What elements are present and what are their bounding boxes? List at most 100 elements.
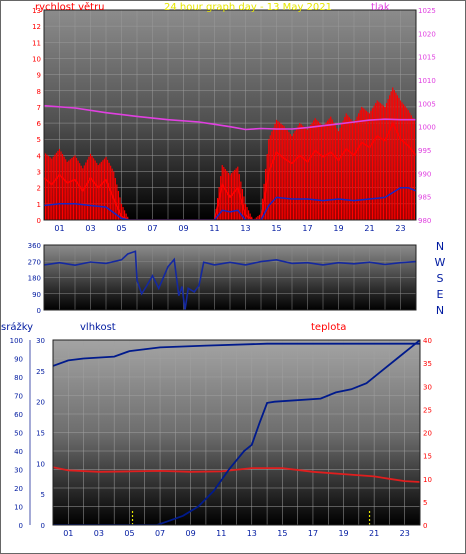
pressure-tick-label: 990 xyxy=(418,170,431,178)
humidity-label: vlhkost xyxy=(80,322,116,333)
pressure-tick-label: 1015 xyxy=(418,54,436,62)
pressure-tick-label: 1000 xyxy=(418,124,436,132)
direction-compass-tick-label: W xyxy=(435,256,446,269)
humidity-percent-tick-label: 100 xyxy=(10,337,23,345)
direction-compass-tick-label: S xyxy=(437,272,444,285)
wind-time-tick-label: 09 xyxy=(178,224,188,233)
direction-data xyxy=(44,250,416,310)
wind-time-tick-label: 01 xyxy=(54,224,64,233)
temperature-line xyxy=(53,466,420,483)
rain-time-tick-label: 17 xyxy=(308,529,318,538)
rain-time-tick-label: 15 xyxy=(277,529,287,538)
pressure-tick-label: 1020 xyxy=(418,30,436,38)
wind-time-tick-label: 23 xyxy=(395,224,405,233)
humidity-axis: 0 5 10 15 20 25 30 xyxy=(36,337,45,530)
wind-direction-line xyxy=(44,250,416,310)
wind-speed-tick-label: 2 xyxy=(37,185,41,193)
pressure-line xyxy=(44,104,416,131)
temperature-axis: 0 5 10 15 20 25 30 35 40 xyxy=(423,337,432,530)
rain-time-tick-label: 19 xyxy=(338,529,348,538)
pressure-tick-label: 985 xyxy=(418,194,431,202)
rain-axis: 0 10 20 30 40 50 60 70 80 90 100 xyxy=(10,337,23,530)
humidity-percent-tick-label: 10 xyxy=(14,504,23,512)
rain-time-tick-label: 23 xyxy=(400,529,410,538)
wind-speed-tick-label: 4 xyxy=(37,152,42,160)
wind-speed-tick-label: 7 xyxy=(37,104,41,112)
direction-compass-tick-label: N xyxy=(436,240,444,253)
pressure-tick-label: 1005 xyxy=(418,100,436,108)
rain-plot-border xyxy=(52,339,421,526)
direction-degree-tick-label: 0 xyxy=(37,307,41,315)
rain-tick-label: 15 xyxy=(36,430,45,438)
wind-speed-tick-label: 9 xyxy=(37,72,41,80)
wind-time-tick-label: 11 xyxy=(209,224,219,233)
wind-time-tick-label: 13 xyxy=(240,224,250,233)
rain-data xyxy=(53,340,420,525)
wind-speed-tick-label: 11 xyxy=(32,39,41,47)
humidity-percent-tick-label: 70 xyxy=(14,393,23,401)
direction-degree-axis: 0 90 180 270 360 xyxy=(28,242,41,315)
direction-degree-tick-label: 180 xyxy=(28,275,41,283)
direction-compass-tick-label: E xyxy=(437,288,444,301)
wind-speed-tick-label: 0 xyxy=(37,217,41,225)
rain-time-tick-label: 13 xyxy=(247,529,257,538)
wind-speed-tick-label: 3 xyxy=(37,169,41,177)
direction-grid xyxy=(44,245,416,310)
direction-compass-tick-label: N xyxy=(436,304,444,317)
wind-time-tick-label: 21 xyxy=(364,224,374,233)
temperature-label: teplota xyxy=(311,322,346,333)
chart-title: 24 hour graph day - 13 May 2021 xyxy=(164,2,332,13)
wind-speed-tick-label: 12 xyxy=(32,23,41,31)
wind-speed-tick-label: 10 xyxy=(32,55,41,63)
pressure-tick-label: 980 xyxy=(418,217,431,225)
wind-speed-tick-label: 1 xyxy=(37,201,41,209)
wind-time-axis: 01 03 05 07 09 11 13 15 17 19 21 23 xyxy=(54,224,405,233)
rain-grid xyxy=(29,340,420,525)
temperature-tick-label: 30 xyxy=(423,383,432,391)
rain-time-tick-label: 03 xyxy=(94,529,104,538)
wind-plot-border xyxy=(43,9,417,221)
wind-time-tick-label: 07 xyxy=(147,224,157,233)
rain-time-tick-label: 01 xyxy=(63,529,73,538)
rain-tick-label: 25 xyxy=(36,368,45,376)
rain-time-tick-label: 09 xyxy=(186,529,196,538)
wind-speed-label: rychlost větru xyxy=(35,1,105,13)
rain-label: srážky xyxy=(1,321,33,333)
direction-degree-tick-label: 90 xyxy=(32,291,41,299)
humidity-percent-tick-label: 50 xyxy=(14,430,23,438)
wind-speed-tick-label: 5 xyxy=(37,136,41,144)
wind-speed-tick-label: 8 xyxy=(37,88,41,96)
wind-time-tick-label: 17 xyxy=(302,224,312,233)
wind-time-tick-label: 05 xyxy=(116,224,126,233)
direction-plot-border xyxy=(43,244,417,311)
temperature-tick-label: 5 xyxy=(423,499,427,507)
pressure-tick-label: 1025 xyxy=(418,7,436,15)
wind-data xyxy=(44,87,416,220)
wind-speed-tick-label: 13 xyxy=(32,7,41,15)
rain-time-tick-label: 07 xyxy=(155,529,165,538)
temperature-tick-label: 20 xyxy=(423,430,432,438)
rain-tick-label: 30 xyxy=(36,337,45,345)
rain-tick-label: 10 xyxy=(36,460,45,468)
temperature-tick-label: 35 xyxy=(423,360,432,368)
rain-line xyxy=(53,340,420,525)
wind-time-tick-label: 15 xyxy=(271,224,281,233)
temperature-tick-label: 15 xyxy=(423,453,432,461)
wind-speed-tick-label: 6 xyxy=(37,120,42,128)
humidity-percent-tick-label: 80 xyxy=(14,374,23,382)
humidity-percent-tick-label: 40 xyxy=(14,448,23,456)
direction-degree-tick-label: 360 xyxy=(28,242,41,250)
rain-time-axis: 01 03 05 07 09 11 13 15 17 19 21 23 xyxy=(63,529,410,538)
temperature-tick-label: 0 xyxy=(423,522,427,530)
wind-time-tick-label: 19 xyxy=(333,224,343,233)
rain-time-tick-label: 11 xyxy=(216,529,226,538)
pressure-label: tlak xyxy=(371,2,390,13)
humidity-percent-tick-label: 60 xyxy=(14,411,23,419)
temperature-tick-label: 10 xyxy=(423,476,432,484)
